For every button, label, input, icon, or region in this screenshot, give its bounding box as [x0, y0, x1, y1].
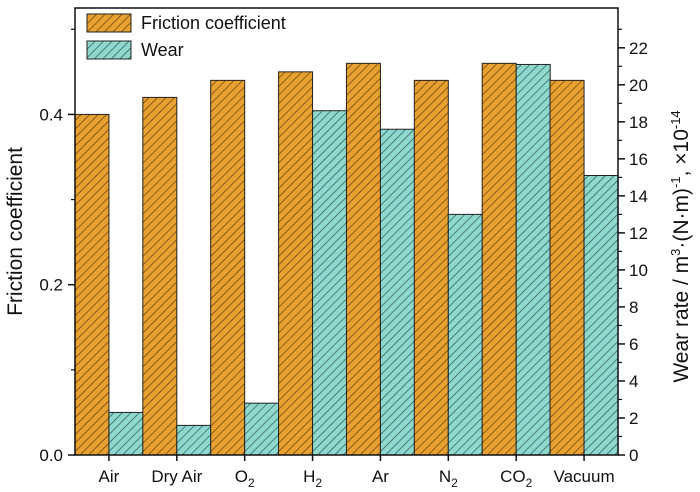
x-tick-label: N2 [439, 467, 458, 490]
right-tick-label: 20 [629, 76, 648, 95]
right-tick-label: 4 [629, 372, 638, 391]
right-tick-label: 12 [629, 224, 648, 243]
bar-friction-6 [413, 79, 449, 456]
y-axis-title-left: Friction coefficient [4, 147, 27, 316]
left-tick-label: 0.0 [39, 446, 63, 465]
x-tick-label: Air [99, 467, 120, 486]
bar-friction-8 [549, 79, 585, 456]
x-tick-label: Ar [372, 467, 389, 486]
right-tick-label: 16 [629, 150, 648, 169]
x-tick-label: Vacuum [554, 467, 615, 486]
x-tick-label: O2 [235, 467, 255, 490]
x-tick-label: CO2 [500, 467, 533, 490]
bar-wear-1 [108, 411, 144, 456]
right-tick-label: 18 [629, 113, 648, 132]
bar-wear-3 [244, 402, 280, 456]
right-axis: 0 2 4 6 8 10 12 14 16 18 20 22 [618, 28, 648, 465]
right-tick-label: 8 [629, 298, 638, 317]
bar-friction-4 [278, 71, 314, 456]
bar-wear-4 [312, 110, 348, 456]
legend: Friction coefficient Wear [86, 13, 286, 60]
bar-wear-7 [515, 63, 551, 456]
right-tick-label: 14 [629, 187, 648, 206]
bar-friction-7 [481, 62, 517, 456]
right-tick-label: 22 [629, 39, 648, 58]
x-tick-label: Dry Air [151, 467, 202, 486]
x-tick-label: H2 [303, 467, 322, 490]
right-tick-label: 6 [629, 335, 638, 354]
bars-layer [74, 62, 619, 456]
left-tick-label: 0.2 [39, 276, 63, 295]
legend-swatch-wear [86, 40, 132, 60]
x-axis: Air Dry Air O2 H2 Ar N2 CO2 Vacuum [99, 455, 615, 490]
bar-wear-2 [176, 424, 212, 456]
right-tick-label: 0 [629, 446, 638, 465]
plot-frame [74, 7, 619, 456]
y-axis-title-right: Wear rate / m3·(N·m)-1, ×10-14 [668, 110, 693, 382]
legend-label-wear: Wear [141, 40, 184, 60]
bar-wear-8 [583, 175, 619, 456]
bar-wear-5 [379, 128, 415, 456]
right-tick-label: 2 [629, 409, 638, 428]
bar-wear-6 [447, 213, 483, 456]
left-tick-label: 0.4 [39, 105, 63, 124]
legend-label-friction: Friction coefficient [141, 13, 286, 33]
legend-swatch-friction [86, 13, 132, 33]
bar-friction-2 [142, 96, 178, 456]
right-tick-label: 10 [629, 261, 648, 280]
bar-friction-5 [345, 62, 381, 456]
bar-friction-1 [74, 113, 110, 456]
bar-friction-3 [210, 79, 246, 456]
left-axis: 0.0 0.2 0.4 [39, 28, 75, 465]
